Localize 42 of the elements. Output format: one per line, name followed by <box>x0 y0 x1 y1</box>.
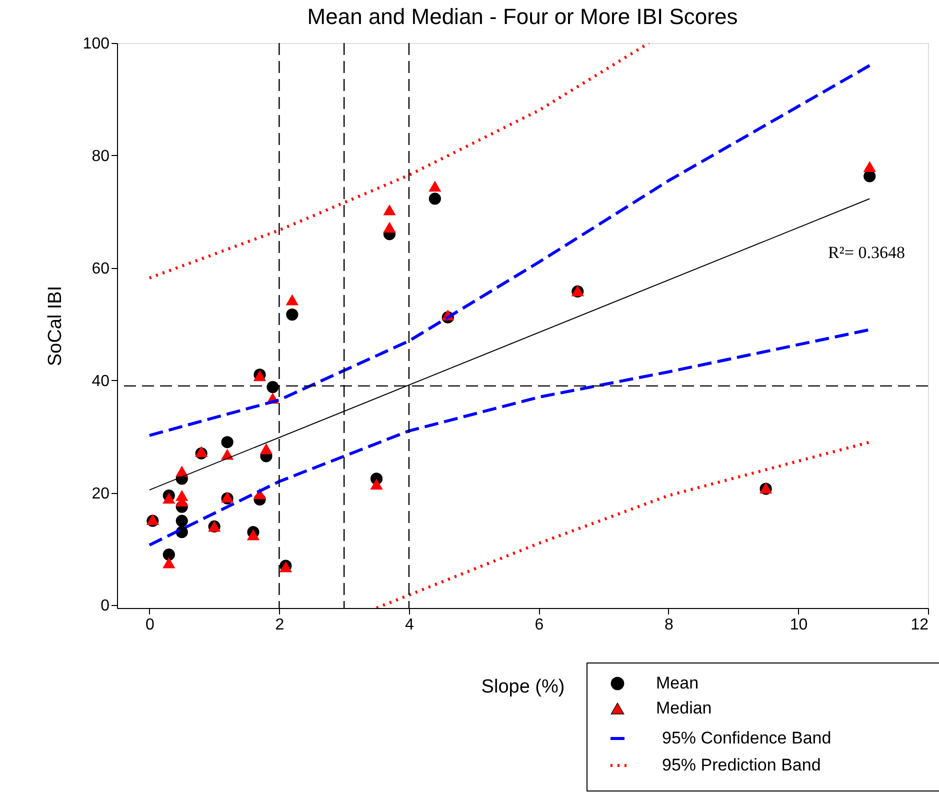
line-series <box>148 328 872 547</box>
legend-label: 95% Prediction Band <box>662 756 821 774</box>
legend-label: 95% Confidence Band <box>662 728 832 748</box>
point <box>176 466 188 477</box>
y-tick-label: 20 <box>92 485 110 502</box>
point <box>176 514 188 527</box>
x-tick-label: 8 <box>664 616 674 634</box>
y-tick-label: 80 <box>92 148 110 165</box>
y-tick-label: 0 <box>100 598 110 615</box>
x-tick-label: 10 <box>790 616 808 634</box>
point <box>266 381 279 394</box>
line-series <box>148 43 651 280</box>
legend-label: Mean <box>656 674 699 692</box>
point <box>162 493 175 504</box>
point <box>286 308 298 321</box>
y-tick-label: 60 <box>92 260 110 278</box>
point <box>221 436 234 448</box>
point <box>195 446 208 457</box>
chart-title: Mean and Median - Four or More IBI Scores <box>307 4 738 29</box>
point <box>162 548 175 561</box>
y-axis-title: SoCal IBI <box>44 286 66 366</box>
point <box>428 181 441 192</box>
point <box>286 294 298 306</box>
line-series <box>375 440 872 608</box>
x-axis-title: Slope (%) <box>481 676 565 698</box>
legend-label: Median <box>656 698 712 718</box>
point <box>260 444 272 454</box>
point <box>247 530 260 540</box>
y-tick-label: 100 <box>82 36 110 52</box>
point <box>162 558 175 568</box>
x-tick-label: 0 <box>145 616 154 634</box>
point <box>370 479 383 490</box>
point <box>383 222 396 233</box>
annotation: R²= 0.3648 <box>828 243 905 262</box>
x-tick-label: 2 <box>275 616 284 634</box>
x-tick-label: 4 <box>405 616 414 634</box>
y-tick-label: 40 <box>92 372 110 390</box>
point <box>383 204 396 216</box>
x-tick-label: 6 <box>534 616 544 634</box>
point <box>864 161 876 172</box>
point <box>428 192 441 205</box>
x-tick-label: 12 <box>910 616 929 634</box>
